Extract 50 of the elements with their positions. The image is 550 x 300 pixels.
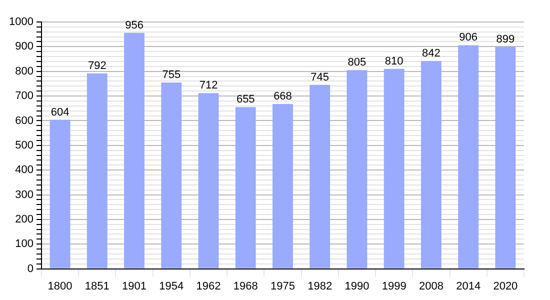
bar [124, 32, 144, 268]
data-label: 899 [496, 33, 515, 46]
bar [198, 93, 219, 268]
data-label: 906 [459, 32, 478, 44]
data-label: 712 [199, 80, 218, 92]
y-tick-label: 100 [15, 238, 34, 250]
y-tick-label: 800 [15, 65, 34, 78]
bar [50, 120, 70, 268]
x-tick-label: 1999 [382, 280, 406, 292]
bar [421, 60, 442, 268]
x-tick-label: 1982 [308, 280, 332, 292]
x-tick-label: 1968 [233, 280, 258, 292]
data-label: 842 [422, 48, 440, 60]
x-tick-label: 2020 [493, 280, 518, 292]
bar [384, 68, 404, 268]
y-tick-label: 1000 [8, 16, 34, 28]
data-label: 792 [88, 60, 106, 72]
data-label: 810 [384, 55, 404, 68]
bar [235, 107, 256, 268]
bar [495, 46, 516, 268]
y-tick-label: 500 [15, 139, 34, 152]
x-tick-label: 1962 [196, 280, 221, 292]
data-label: 655 [236, 94, 255, 106]
data-label: 956 [125, 19, 144, 32]
y-tick-label: 300 [15, 188, 34, 201]
y-tick-label: 0 [27, 262, 34, 275]
x-tick-label: 1800 [48, 280, 72, 292]
data-label: 745 [310, 71, 330, 84]
bar [346, 70, 368, 268]
bar [86, 73, 108, 268]
data-label: 668 [274, 90, 292, 102]
x-tick-label: 2008 [418, 280, 444, 292]
bar [161, 82, 182, 268]
y-tick-label: 900 [15, 40, 34, 53]
bar [310, 84, 330, 268]
x-tick-label: 1975 [270, 280, 295, 292]
y-tick-label: 600 [15, 114, 34, 127]
x-tick-label: 1851 [84, 280, 110, 292]
data-label: 755 [162, 68, 181, 81]
x-tick-label: 1954 [159, 280, 184, 292]
x-tick-label: 1990 [344, 280, 370, 292]
x-tick-label: 2014 [456, 280, 481, 292]
y-tick-label: 700 [15, 90, 34, 102]
x-tick-label: 1901 [122, 280, 147, 292]
bar [458, 45, 479, 268]
data-label: 805 [348, 56, 366, 69]
data-label: 604 [50, 106, 70, 118]
y-tick-label: 200 [15, 213, 34, 226]
y-tick-label: 400 [15, 164, 34, 176]
bar [272, 104, 293, 268]
